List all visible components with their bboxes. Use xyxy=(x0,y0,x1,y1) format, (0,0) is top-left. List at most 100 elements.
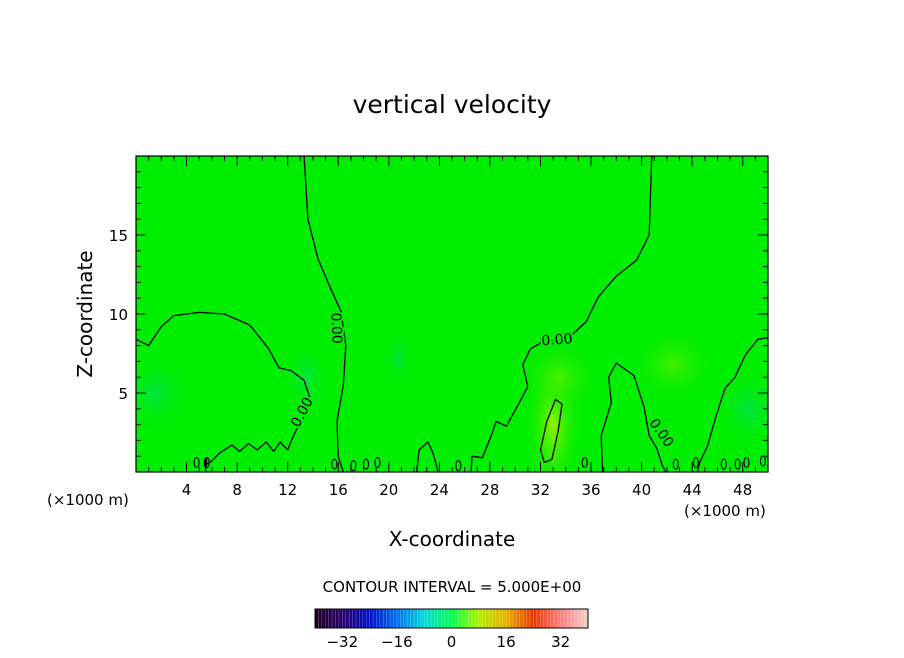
colorbar-cell-8 xyxy=(342,609,347,628)
colorbar-cell-14 xyxy=(362,609,367,628)
small-contour-9 xyxy=(692,456,700,469)
field-shading xyxy=(136,324,768,472)
colorbar-cell-69 xyxy=(550,609,555,628)
colorbar-cell-59 xyxy=(516,609,521,628)
y-axis-label: Z-coordinate xyxy=(73,250,97,377)
y-tick-label-15: 15 xyxy=(109,227,128,245)
colorbar-cell-62 xyxy=(526,609,531,628)
colorbar-cell-20 xyxy=(383,609,387,628)
colorbar-cell-74 xyxy=(567,609,572,628)
colorbar-cell-55 xyxy=(502,609,507,628)
colorbar-cell-1 xyxy=(318,609,323,628)
colorbar-cell-15 xyxy=(366,609,370,628)
colorbar-cell-40 xyxy=(451,609,456,628)
colorbar-cell-39 xyxy=(448,609,452,628)
colorbar-cell-48 xyxy=(478,609,483,628)
colorbar-cell-53 xyxy=(495,609,500,628)
colorbar-cell-54 xyxy=(499,609,503,628)
colorbar-cell-28 xyxy=(410,609,415,628)
colorbar-cell-49 xyxy=(482,609,486,628)
y-tick-label-5: 5 xyxy=(118,385,128,403)
colorbar-cell-12 xyxy=(355,609,360,628)
small-contour-5 xyxy=(374,456,381,469)
colorbar-cell-0 xyxy=(315,609,319,628)
colorbar-cell-23 xyxy=(393,609,398,628)
contour-line-1 xyxy=(303,156,347,472)
contour-line-6 xyxy=(539,398,563,464)
colorbar-cell-60 xyxy=(519,609,524,628)
small-contour-2 xyxy=(331,458,338,470)
x-tick-label-32: 32 xyxy=(531,481,550,499)
y-axis: 5 10 15 xyxy=(109,171,768,457)
small-contour-0 xyxy=(193,456,200,469)
colorbar-cell-70 xyxy=(553,609,558,628)
colorbar-cell-63 xyxy=(529,609,534,628)
colorbar-cell-11 xyxy=(352,609,357,628)
colorbar-tick-label-32: 32 xyxy=(551,633,570,651)
colorbar-cell-67 xyxy=(543,609,548,628)
colorbar-cell-71 xyxy=(557,609,561,628)
colorbar-cell-10 xyxy=(349,609,353,628)
colorbar: −32 −16 0 16 32 xyxy=(314,608,589,651)
colorbar-cell-31 xyxy=(420,609,425,628)
colorbar-cell-29 xyxy=(413,609,418,628)
small-contour-13 xyxy=(759,455,766,467)
colorbar-cell-79 xyxy=(584,609,589,628)
colorbar-cell-65 xyxy=(536,609,541,628)
colorbar-cell-19 xyxy=(379,609,384,628)
colorbar-cell-57 xyxy=(509,609,514,628)
contour-line-2 xyxy=(470,156,653,472)
x-axis-label: X-coordinate xyxy=(389,527,516,551)
small-contour-4 xyxy=(362,458,370,470)
small-contour-12 xyxy=(743,456,750,469)
x-tick-label-28: 28 xyxy=(480,481,499,499)
small-contour-10 xyxy=(720,458,727,470)
shading-blob-3 xyxy=(382,330,415,387)
x-tick-label-20: 20 xyxy=(379,481,398,499)
colorbar-cell-32 xyxy=(424,609,428,628)
colorbar-cell-24 xyxy=(396,609,401,628)
colorbar-cell-78 xyxy=(581,609,585,628)
colorbar-cell-44 xyxy=(465,609,469,628)
colorbar-cell-4 xyxy=(328,609,333,628)
colorbar-cell-58 xyxy=(512,609,517,628)
contour-label-2: 0.00 xyxy=(541,331,573,349)
colorbar-cell-51 xyxy=(489,609,493,628)
shading-blob-4 xyxy=(136,353,195,433)
colorbar-tick-label--32: −32 xyxy=(326,633,358,651)
x-tick-label-4: 4 xyxy=(182,481,192,499)
colorbar-cell-76 xyxy=(574,609,579,628)
colorbar-cell-47 xyxy=(475,609,480,628)
x-tick-label-24: 24 xyxy=(430,481,449,499)
zero-contours xyxy=(136,156,768,472)
colorbar-cell-34 xyxy=(431,609,435,628)
x-unit-left: (×1000 m) xyxy=(47,491,129,509)
contour-line-0 xyxy=(136,311,312,472)
colorbar-cell-26 xyxy=(403,609,408,628)
chart-title: vertical velocity xyxy=(353,90,552,119)
colorbar-cell-37 xyxy=(441,609,445,628)
colorbar-cell-35 xyxy=(434,609,439,628)
colorbar-cell-46 xyxy=(471,609,476,628)
colorbar-cell-25 xyxy=(400,609,405,628)
contour-line-5 xyxy=(600,362,667,472)
small-contour-7 xyxy=(581,456,588,469)
colorbar-cell-50 xyxy=(485,609,490,628)
x-tick-label-44: 44 xyxy=(683,481,702,499)
shading-blob-1 xyxy=(514,337,605,418)
colorbar-cell-64 xyxy=(533,609,538,628)
colorbar-cell-72 xyxy=(560,609,565,628)
colorbar-cell-73 xyxy=(564,609,568,628)
contour-line-4 xyxy=(415,441,439,472)
colorbar-cell-61 xyxy=(523,609,527,628)
colorbar-cell-27 xyxy=(407,609,411,628)
small-contour-11 xyxy=(734,458,741,470)
colorbar-tick-label-16: 16 xyxy=(497,633,516,651)
shading-blob-5 xyxy=(714,368,768,449)
colorbar-cell-33 xyxy=(427,609,432,628)
contour-label-1: 0.00 xyxy=(327,312,344,344)
colorbar-cell-42 xyxy=(458,609,463,628)
small-contour-1 xyxy=(203,456,210,469)
